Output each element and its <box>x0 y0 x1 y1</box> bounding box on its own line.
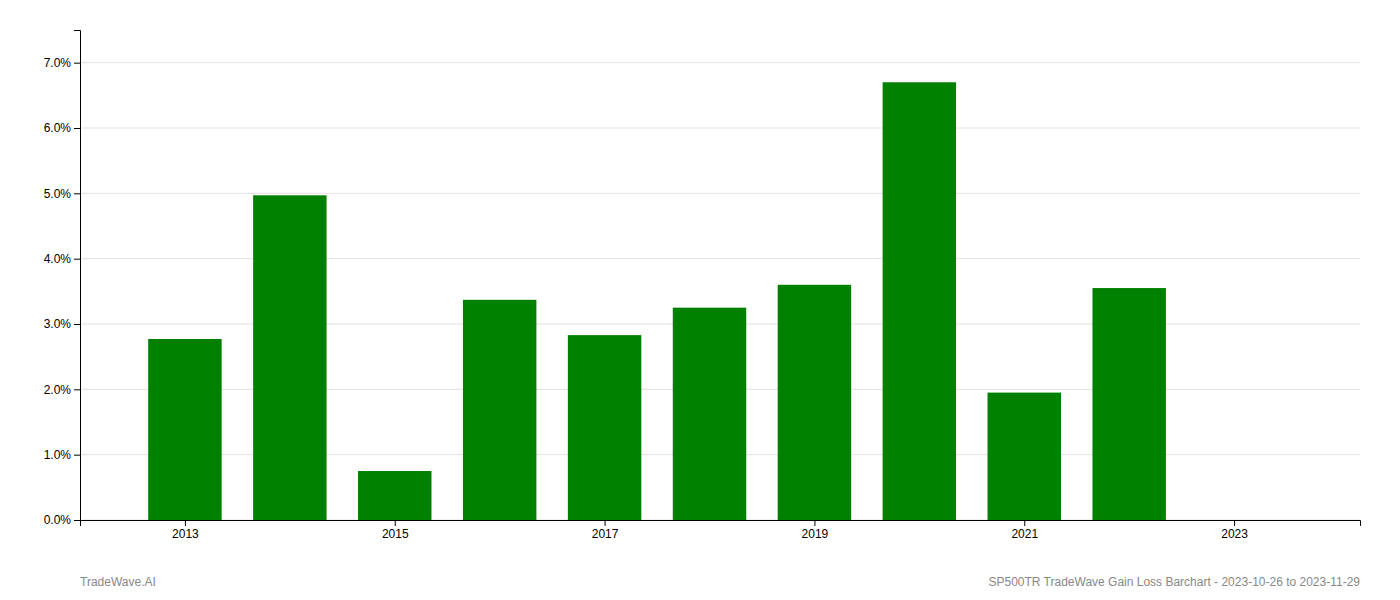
y-tick: 3.0% <box>44 317 80 331</box>
y-tick-mark <box>74 193 80 194</box>
bar <box>253 195 326 520</box>
bar <box>1092 288 1165 520</box>
x-axis-line <box>81 521 1361 527</box>
x-tick-label: 2023 <box>1221 527 1248 541</box>
y-tick-mark <box>74 324 80 325</box>
y-axis: 0.0% 1.0% 2.0% 3.0% 4.0% 5.0% 6.0% 7.0% <box>44 31 81 528</box>
y-tick-mark <box>74 455 80 456</box>
x-tick-mark <box>1024 520 1025 526</box>
bar <box>988 393 1061 520</box>
y-tick-mark <box>74 389 80 390</box>
x-tick-mark <box>1234 520 1235 526</box>
bar <box>673 308 746 520</box>
y-tick-label: 6.0% <box>44 121 72 135</box>
y-tick-label: 1.0% <box>44 448 72 462</box>
y-tick: 2.0% <box>44 383 80 397</box>
y-tick-mark <box>74 128 80 129</box>
y-tick-label: 7.0% <box>44 56 72 70</box>
y-tick-label: 4.0% <box>44 252 72 266</box>
x-tick: 2019 <box>802 520 829 541</box>
x-tick: 2015 <box>382 520 409 541</box>
x-tick-label: 2021 <box>1011 527 1038 541</box>
grid-line <box>80 128 1360 129</box>
x-tick-mark <box>605 520 606 526</box>
y-tick: 1.0% <box>44 448 80 462</box>
y-tick-mark <box>74 63 80 64</box>
y-tick: 6.0% <box>44 121 80 135</box>
x-tick: 2021 <box>1011 520 1038 541</box>
x-tick-label: 2015 <box>382 527 409 541</box>
x-tick: 2023 <box>1221 520 1248 541</box>
bar <box>463 300 536 520</box>
footer: TradeWave.AI SP500TR TradeWave Gain Loss … <box>80 575 1360 589</box>
bar <box>883 82 956 520</box>
bar <box>358 471 431 520</box>
x-tick-label: 2017 <box>592 527 619 541</box>
y-tick: 7.0% <box>44 56 80 70</box>
bar <box>148 339 221 520</box>
grid <box>80 63 1360 520</box>
bar <box>568 335 641 520</box>
grid-line <box>80 62 1360 63</box>
y-tick: 0.0% <box>44 513 80 527</box>
x-tick-mark <box>185 520 186 526</box>
y-tick-mark <box>74 520 80 521</box>
y-tick-label: 2.0% <box>44 383 72 397</box>
footer-text: SP500TR TradeWave Gain Loss Barchart - 2… <box>988 575 1360 589</box>
x-tick-label: 2013 <box>172 527 199 541</box>
bar <box>778 285 851 520</box>
x-tick-mark <box>395 520 396 526</box>
footer-text: TradeWave.AI <box>80 575 156 589</box>
y-tick: 4.0% <box>44 252 80 266</box>
y-tick: 5.0% <box>44 187 80 201</box>
x-tick: 2017 <box>592 520 619 541</box>
x-tick-label: 2019 <box>802 527 829 541</box>
plot-area <box>148 82 1166 520</box>
y-axis-line <box>74 31 81 521</box>
x-tick-mark <box>814 520 815 526</box>
grid-line <box>80 193 1360 194</box>
y-tick-label: 5.0% <box>44 187 72 201</box>
chart: 2013 2015 2017 2019 2021 2023 0.0% 1.0% 2.0% 3.0%… <box>0 0 1400 600</box>
x-tick: 2013 <box>172 520 199 541</box>
y-tick-label: 3.0% <box>44 317 72 331</box>
x-axis: 2013 2015 2017 2019 2021 2023 <box>81 520 1361 541</box>
y-tick-mark <box>74 259 80 260</box>
y-tick-label: 0.0% <box>44 513 72 527</box>
